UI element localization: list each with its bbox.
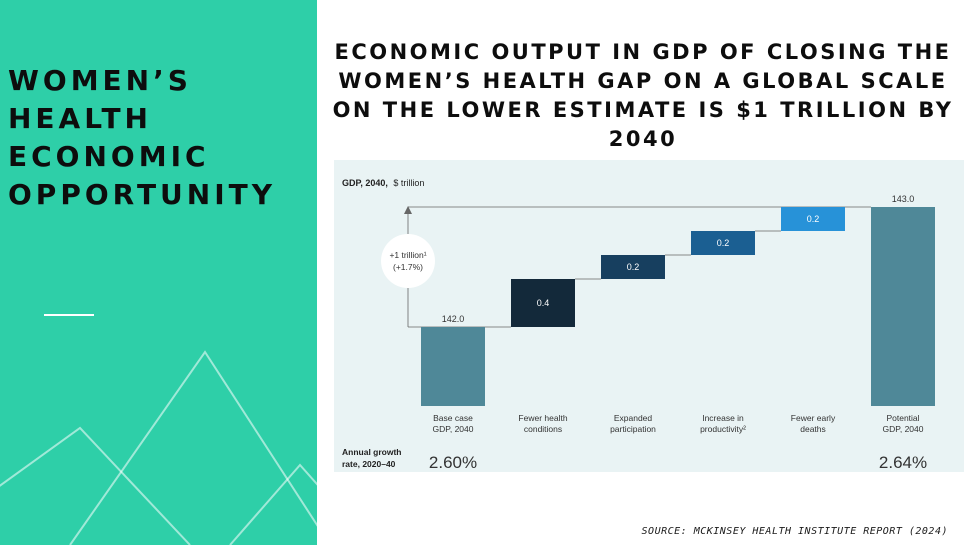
category-label-base-case-gdp-2040: GDP, 2040: [433, 424, 474, 434]
sidebar-title-line: ECONOMIC: [8, 140, 210, 173]
growth-rate-label: Annual growth rate, 2020–40: [342, 447, 404, 469]
growth-rate-potential-gdp-2040: 2.64%: [879, 453, 927, 472]
sidebar-title-line: OPPORTUNITY: [8, 178, 277, 211]
axis-label-unit: $ trillion: [393, 178, 424, 188]
sidebar-title-line: HEALTH: [8, 102, 152, 135]
bar-base-case-gdp-2040: [421, 327, 485, 406]
category-label-increase-in-productivity: productivity²: [700, 424, 746, 434]
category-label-potential-gdp-2040: Potential: [886, 413, 919, 423]
bar-potential-gdp-2040: [871, 207, 935, 406]
category-label-fewer-early-deaths: Fewer early: [791, 413, 836, 423]
value-label-fewer-early-deaths: 0.2: [807, 214, 820, 224]
annotation-text: +1 trillion¹: [389, 250, 426, 260]
value-label-increase-in-productivity: 0.2: [717, 238, 730, 248]
sidebar-title: WOMEN’S HEALTH ECONOMIC OPPORTUNITY: [8, 62, 276, 214]
sidebar-title-line: WOMEN’S: [8, 64, 192, 97]
axis-label-bold: GDP, 2040,: [342, 178, 388, 188]
waterfall-chart: GDP, 2040, $ trillion +1 trillion¹ (+1.7%…: [342, 178, 935, 472]
chart-panel: GDP, 2040, $ trillion +1 trillion¹ (+1.7%…: [334, 160, 964, 472]
title-divider: [44, 314, 94, 316]
category-label-fewer-health-conditions: conditions: [524, 424, 562, 434]
axis-label: GDP, 2040, $ trillion: [342, 178, 424, 188]
bar-increase-in-productivity: [691, 231, 755, 255]
annotation-circle: [381, 234, 435, 288]
bar-fewer-health-conditions: [511, 279, 575, 327]
growth-label-line: Annual growth: [342, 447, 402, 457]
slide-title: ECONOMIC OUTPUT IN GDP OF CLOSING THE WO…: [332, 40, 954, 151]
growth-rate-base-case-gdp-2040: 2.60%: [429, 453, 477, 472]
category-label-base-case-gdp-2040: Base case: [433, 413, 473, 423]
bar-fewer-early-deaths: [781, 207, 845, 231]
category-label-potential-gdp-2040: GDP, 2040: [883, 424, 924, 434]
growth-label-line: rate, 2020–40: [342, 459, 396, 469]
bracket-arrow-icon: [404, 206, 412, 214]
category-label-expanded-participation: Expanded: [614, 413, 653, 423]
value-label-expanded-participation: 0.2: [627, 262, 640, 272]
value-label-potential-gdp-2040: 143.0: [892, 194, 915, 204]
annotation-text: (+1.7%): [393, 262, 423, 272]
left-panel: WOMEN’S HEALTH ECONOMIC OPPORTUNITY: [0, 0, 317, 545]
category-label-increase-in-productivity: Increase in: [702, 413, 744, 423]
source-citation: SOURCE: MCKINSEY HEALTH INSTITUTE REPORT…: [641, 526, 948, 537]
mountains-decoration: [0, 350, 317, 545]
value-label-fewer-health-conditions: 0.4: [537, 298, 550, 308]
bar-expanded-participation: [601, 255, 665, 279]
category-label-expanded-participation: participation: [610, 424, 656, 434]
value-label-base-case-gdp-2040: 142.0: [442, 314, 465, 324]
category-label-fewer-early-deaths: deaths: [800, 424, 826, 434]
category-label-fewer-health-conditions: Fewer health: [518, 413, 567, 423]
